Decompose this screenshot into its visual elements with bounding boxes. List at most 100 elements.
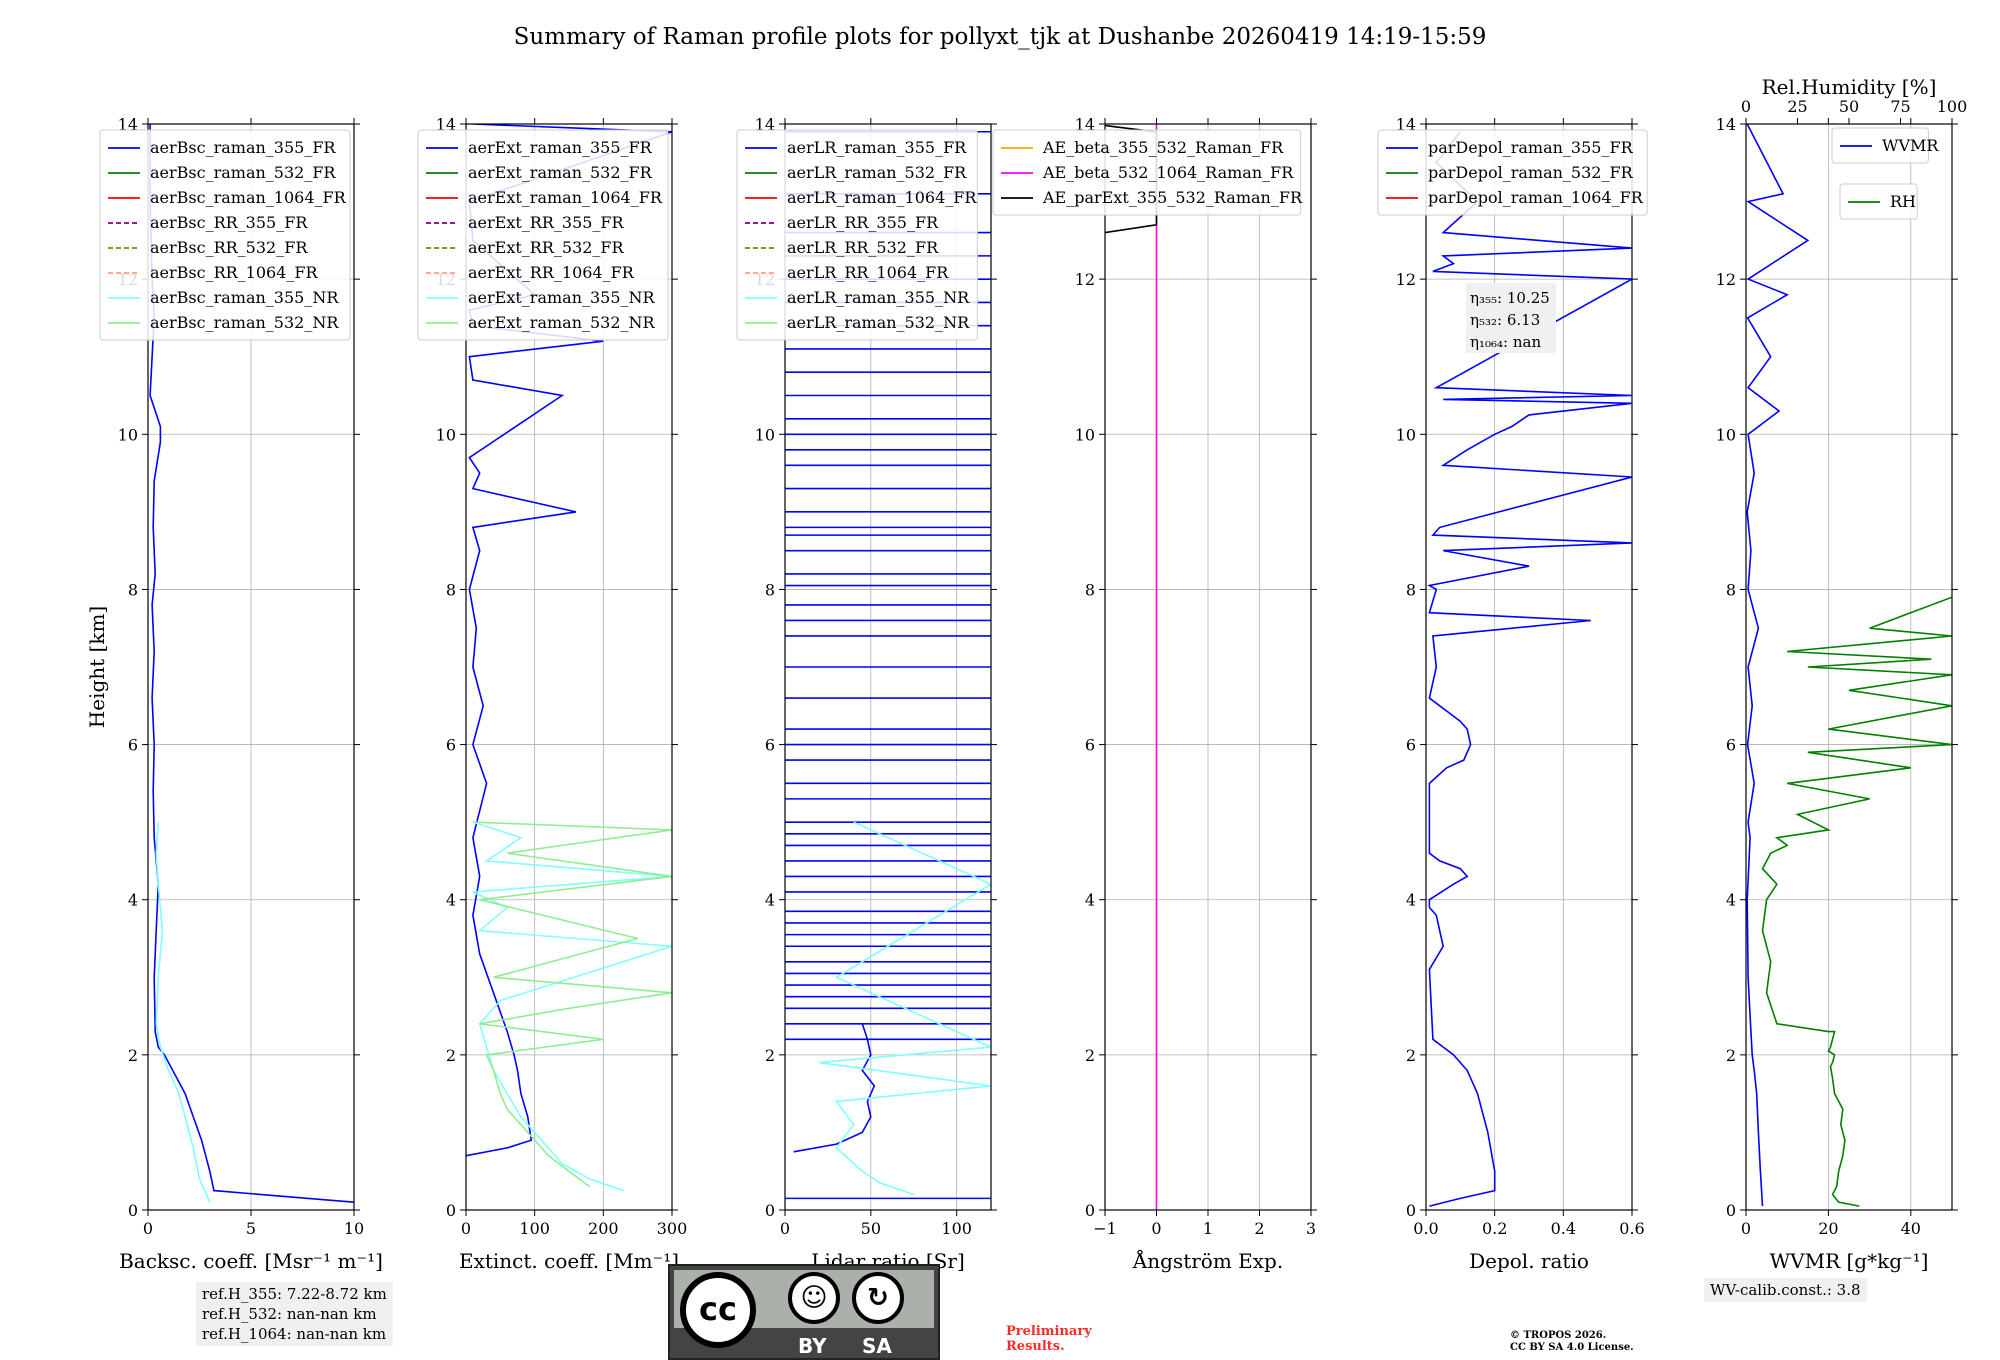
series-group xyxy=(1746,124,1952,1207)
axes-frame xyxy=(1745,123,1953,1211)
ref-h-355: ref.H_355: 7.22-8.72 km xyxy=(202,1285,387,1303)
legend-box xyxy=(417,129,669,341)
legend-entry: WVMR xyxy=(1882,136,1939,155)
x-tick-label: 0.4 xyxy=(1551,1219,1576,1238)
x-tick-label: 0.0 xyxy=(1413,1219,1438,1238)
legend-entry: AE_beta_355_532_Raman_FR xyxy=(1042,138,1284,157)
depol-annotation: η₃₅₅: 10.25 η₅₃₂: 6.13 η₁₀₆₄: nan xyxy=(1466,283,1556,354)
legend: AE_beta_355_532_Raman_FR AE_beta_532_1064… xyxy=(992,129,1303,216)
legend: aerExt_raman_355_FR aerExt_raman_532_FRae… xyxy=(417,129,669,341)
legend-entry: AE_beta_532_1064_Raman_FR xyxy=(1042,163,1294,182)
legend-entry: parDepol_raman_532_FR xyxy=(1428,163,1634,182)
series-group xyxy=(1105,124,1158,1210)
y-tick-label: 12 xyxy=(1075,270,1095,289)
y-tick-label: 0 xyxy=(1406,1201,1416,1220)
x-axis-label: Depol. ratio xyxy=(1469,1249,1589,1273)
legend-entry: aerLR_RR_532_FR xyxy=(787,238,939,257)
series-RH xyxy=(1761,596,1952,1207)
y-tick-label: 14 xyxy=(436,115,456,134)
wv-calib-const: WV-calib.const.: 3.8 xyxy=(1710,1281,1861,1299)
y-tick-label: 10 xyxy=(1075,425,1095,444)
x-tick-label: 3 xyxy=(1306,1219,1316,1238)
legend-entry: AE_parExt_355_532_Raman_FR xyxy=(1042,188,1303,207)
y-tick-label: 8 xyxy=(1406,580,1416,599)
x-tick-label: 0.2 xyxy=(1482,1219,1507,1238)
panels: 051002468101214Backsc. coeff. [Msr⁻¹ m⁻¹… xyxy=(85,75,1967,1273)
legend-entry: aerExt_raman_532_FR xyxy=(468,163,653,182)
legend-box xyxy=(99,129,351,341)
series-group xyxy=(149,124,354,1203)
legend-entry: aerBsc_raman_355_FR xyxy=(150,138,336,157)
legend-entry: aerBsc_raman_1064_FR xyxy=(150,188,347,207)
panel-ext: 010020030002468101214Extinct. coeff. [Mm… xyxy=(417,115,688,1273)
legend-entry: aerLR_raman_532_NR xyxy=(787,313,970,332)
y-tick-label: 2 xyxy=(446,1046,456,1065)
series-parDepol_raman_355_FR xyxy=(1427,131,1632,1207)
x-tick-label: 5 xyxy=(246,1219,256,1238)
legend-entry: aerExt_RR_1064_FR xyxy=(468,263,635,282)
x-tick-label: 0 xyxy=(143,1219,153,1238)
x-tick-label: 200 xyxy=(588,1219,619,1238)
y-tick-label: 8 xyxy=(1726,580,1736,599)
y-tick-label: 10 xyxy=(1716,425,1736,444)
y-tick-label: 0 xyxy=(1726,1201,1736,1220)
legend-entry: aerExt_raman_532_NR xyxy=(468,313,656,332)
x-tick-label: 300 xyxy=(657,1219,688,1238)
legend-entry: aerBsc_raman_532_FR xyxy=(150,163,336,182)
legend-entry: aerLR_raman_355_NR xyxy=(787,288,970,307)
legend-entry: RH xyxy=(1890,192,1916,211)
panel-depol: 0.0 0.2 0.4 0.6 0 2 4 6 8 10 12 14 Depol. ratio parDe… xyxy=(1377,115,1648,1273)
x-tick-label: 0 xyxy=(1151,1219,1161,1238)
y-tick-label: 2 xyxy=(1726,1046,1736,1065)
y-tick-label: 6 xyxy=(1406,736,1416,755)
y-tick-label: 6 xyxy=(1726,736,1736,755)
y-tick-label: 2 xyxy=(1406,1046,1416,1065)
x-tick-label: 10 xyxy=(344,1219,364,1238)
axes-frame xyxy=(784,123,992,1211)
x-tick-label: 0 xyxy=(1741,1219,1751,1238)
series-aerExt_raman_355_NR xyxy=(472,821,672,1192)
legend-entry: aerExt_raman_355_FR xyxy=(468,138,653,157)
y-tick-label: 14 xyxy=(1716,115,1736,134)
y-tick-label: 4 xyxy=(446,891,456,910)
preliminary-results-note: Preliminary Results. xyxy=(1006,1324,1092,1354)
legend-entry: aerLR_raman_532_FR xyxy=(787,163,967,182)
x-tick-label: 50 xyxy=(861,1219,881,1238)
panel-bsc: 051002468101214Backsc. coeff. [Msr⁻¹ m⁻¹… xyxy=(85,115,383,1273)
x-tick-label: −1 xyxy=(1093,1219,1117,1238)
copyright-line-1: © TROPOS 2026. xyxy=(1510,1330,1607,1341)
copyright-line-2: CC BY SA 4.0 License. xyxy=(1510,1342,1634,1353)
copyright-note: © TROPOS 2026. CC BY SA 4.0 License. xyxy=(1510,1330,1634,1354)
y-tick-label: 2 xyxy=(128,1046,138,1065)
y-tick-label: 12 xyxy=(1716,270,1736,289)
annotation-box xyxy=(1466,283,1556,354)
y-tick-label: 14 xyxy=(1396,115,1416,134)
attribution-person-icon: ☺ xyxy=(788,1272,840,1324)
y-tick-label: 0 xyxy=(1085,1201,1095,1220)
legend-entry: aerExt_RR_532_FR xyxy=(468,238,625,257)
x-tick-label: 2 xyxy=(1254,1219,1264,1238)
x2-tick-label: 75 xyxy=(1890,97,1910,116)
legend-entry: aerExt_RR_355_FR xyxy=(468,213,625,232)
series-aerBsc_raman_355_FR xyxy=(149,124,354,1203)
legend-entry: parDepol_raman_355_FR xyxy=(1428,138,1634,157)
legend-box xyxy=(736,129,978,341)
y-tick-label: 4 xyxy=(765,891,775,910)
legend-entry: aerBsc_raman_355_NR xyxy=(150,288,339,307)
axes-frame xyxy=(465,123,673,1211)
x-axis-label: WVMR [g*kg⁻¹] xyxy=(1770,1249,1929,1273)
y-tick-label: 0 xyxy=(128,1201,138,1220)
y-tick-label: 8 xyxy=(446,580,456,599)
y-tick-label: 14 xyxy=(118,115,138,134)
legend-entry: aerBsc_RR_532_FR xyxy=(150,238,308,257)
series-aerBsc_raman_355_NR xyxy=(155,822,211,1203)
legend-entry: parDepol_raman_1064_FR xyxy=(1428,188,1644,207)
legend: aerBsc_raman_355_FR aerBsc_raman_532_FRae… xyxy=(99,129,351,341)
legend-entry: aerLR_RR_1064_FR xyxy=(787,263,949,282)
legend-entry: aerLR_raman_355_FR xyxy=(787,138,967,157)
y-tick-label: 6 xyxy=(446,736,456,755)
y-axis-label: Height [km] xyxy=(85,606,109,728)
y-tick-label: 2 xyxy=(1085,1046,1095,1065)
annotation-line: η₁₀₆₄: nan xyxy=(1470,333,1541,351)
x-tick-label: 1 xyxy=(1203,1219,1213,1238)
